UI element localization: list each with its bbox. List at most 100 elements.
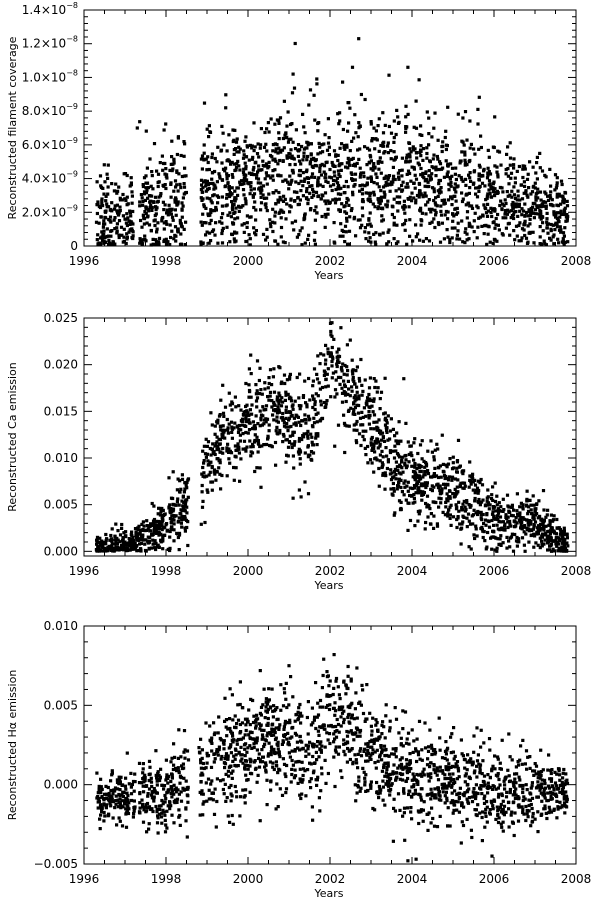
data-point — [127, 807, 131, 811]
data-point — [469, 828, 473, 832]
data-point — [129, 181, 133, 185]
data-point — [415, 473, 419, 477]
data-point — [476, 206, 480, 210]
data-point — [212, 209, 217, 213]
data-point — [409, 767, 413, 771]
data-point — [479, 510, 483, 514]
data-point — [106, 185, 110, 189]
data-point — [513, 532, 517, 537]
data-point — [545, 226, 549, 230]
data-point — [375, 138, 379, 142]
data-point — [157, 506, 161, 510]
data-point — [255, 176, 259, 180]
data-point — [423, 191, 427, 195]
data-point — [451, 219, 455, 223]
data-point — [473, 483, 478, 487]
data-point — [174, 213, 178, 217]
data-point — [251, 698, 255, 703]
data-point — [514, 202, 518, 206]
data-point — [307, 418, 311, 422]
data-point — [343, 450, 347, 455]
data-point — [389, 478, 394, 482]
data-point — [515, 535, 519, 540]
data-point — [264, 408, 268, 412]
data-point — [355, 390, 359, 394]
data-point — [162, 221, 166, 225]
data-point — [322, 164, 327, 168]
data-point — [443, 513, 447, 517]
data-point — [385, 203, 389, 207]
data-point — [388, 449, 392, 453]
data-point — [476, 479, 480, 483]
x-tick-label: 2006 — [479, 254, 510, 268]
data-point — [532, 524, 536, 528]
data-point — [379, 432, 383, 436]
data-point — [472, 533, 476, 537]
data-point — [498, 805, 503, 809]
data-point — [453, 487, 457, 491]
data-point — [335, 364, 339, 369]
data-point — [541, 204, 545, 208]
data-point — [369, 753, 373, 757]
data-point — [366, 198, 370, 202]
data-point — [497, 150, 502, 154]
data-point — [273, 210, 277, 214]
data-point — [486, 192, 490, 196]
data-point — [114, 794, 118, 798]
data-point — [543, 778, 547, 782]
data-point — [128, 209, 132, 213]
data-point — [342, 413, 346, 417]
data-point — [292, 157, 296, 161]
data-point — [247, 428, 252, 432]
data-point — [332, 740, 336, 744]
data-point — [297, 404, 301, 408]
data-point — [427, 169, 431, 173]
data-point — [381, 207, 385, 211]
data-point — [344, 230, 348, 234]
data-point — [350, 713, 354, 717]
data-point — [437, 191, 442, 195]
data-point — [510, 532, 514, 536]
data-point — [277, 131, 281, 135]
data-point — [178, 512, 182, 516]
data-point — [406, 528, 410, 532]
data-point — [329, 352, 333, 356]
data-point — [244, 417, 248, 421]
data-point — [154, 547, 158, 552]
data-point — [477, 174, 481, 178]
data-point — [541, 229, 545, 233]
data-point — [247, 395, 251, 399]
data-point — [394, 439, 398, 443]
data-point — [250, 146, 254, 150]
data-point — [207, 135, 211, 139]
data-point — [216, 457, 220, 461]
data-point — [357, 376, 361, 381]
data-point — [151, 532, 155, 536]
data-point — [538, 242, 542, 246]
data-point — [353, 172, 358, 176]
data-point — [157, 521, 161, 525]
data-point — [403, 461, 407, 465]
data-point — [218, 438, 223, 442]
x-axis-title: Years — [313, 269, 343, 282]
data-point — [381, 455, 385, 459]
data-point — [105, 537, 109, 541]
data-point — [559, 194, 563, 198]
data-point — [460, 150, 464, 154]
data-point — [528, 231, 532, 235]
data-point — [415, 481, 419, 485]
data-point — [487, 519, 491, 524]
data-point — [468, 460, 472, 464]
data-point — [419, 206, 423, 210]
data-point — [207, 124, 211, 128]
data-point — [398, 463, 402, 467]
data-point — [344, 179, 348, 184]
data-point — [143, 234, 147, 238]
data-point — [521, 790, 525, 795]
data-point — [526, 214, 530, 218]
data-point — [379, 171, 383, 175]
data-point — [456, 490, 460, 494]
data-point — [550, 526, 554, 530]
data-point — [204, 206, 208, 210]
data-point — [434, 213, 438, 217]
